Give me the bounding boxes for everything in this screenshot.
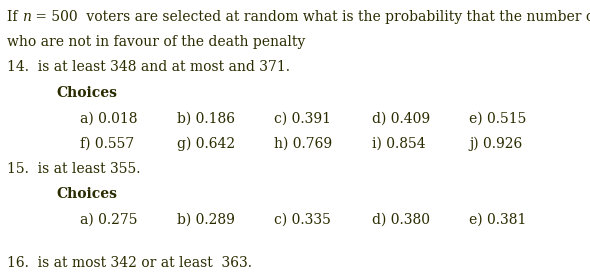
Text: a) 0.018: a) 0.018 xyxy=(80,111,137,125)
Text: j) 0.926: j) 0.926 xyxy=(469,137,522,151)
Text: a) 0.275: a) 0.275 xyxy=(80,213,137,227)
Text: c) 0.391: c) 0.391 xyxy=(274,111,332,125)
Text: Choices: Choices xyxy=(56,86,117,100)
Text: 14.  is at least 348 and at most and 371.: 14. is at least 348 and at most and 371. xyxy=(7,60,290,75)
Text: If: If xyxy=(7,10,22,24)
Text: n: n xyxy=(22,10,31,24)
Text: d) 0.380: d) 0.380 xyxy=(372,213,430,227)
Text: 15.  is at least 355.: 15. is at least 355. xyxy=(7,162,140,176)
Text: e) 0.381: e) 0.381 xyxy=(469,213,526,227)
Text: b) 0.186: b) 0.186 xyxy=(177,111,235,125)
Text: Choices: Choices xyxy=(56,187,117,201)
Text: = 500  voters are selected at random what is the probability that the number of : = 500 voters are selected at random what… xyxy=(31,10,590,24)
Text: d) 0.409: d) 0.409 xyxy=(372,111,430,125)
Text: c) 0.335: c) 0.335 xyxy=(274,213,331,227)
Text: f) 0.557: f) 0.557 xyxy=(80,137,134,151)
Text: b) 0.289: b) 0.289 xyxy=(177,213,235,227)
Text: g) 0.642: g) 0.642 xyxy=(177,137,235,151)
Text: i) 0.854: i) 0.854 xyxy=(372,137,425,151)
Text: 16.  is at most 342 or at least  363.: 16. is at most 342 or at least 363. xyxy=(7,256,252,270)
Text: who are not in favour of the death penalty: who are not in favour of the death penal… xyxy=(7,35,306,49)
Text: e) 0.515: e) 0.515 xyxy=(469,111,526,125)
Text: h) 0.769: h) 0.769 xyxy=(274,137,333,151)
